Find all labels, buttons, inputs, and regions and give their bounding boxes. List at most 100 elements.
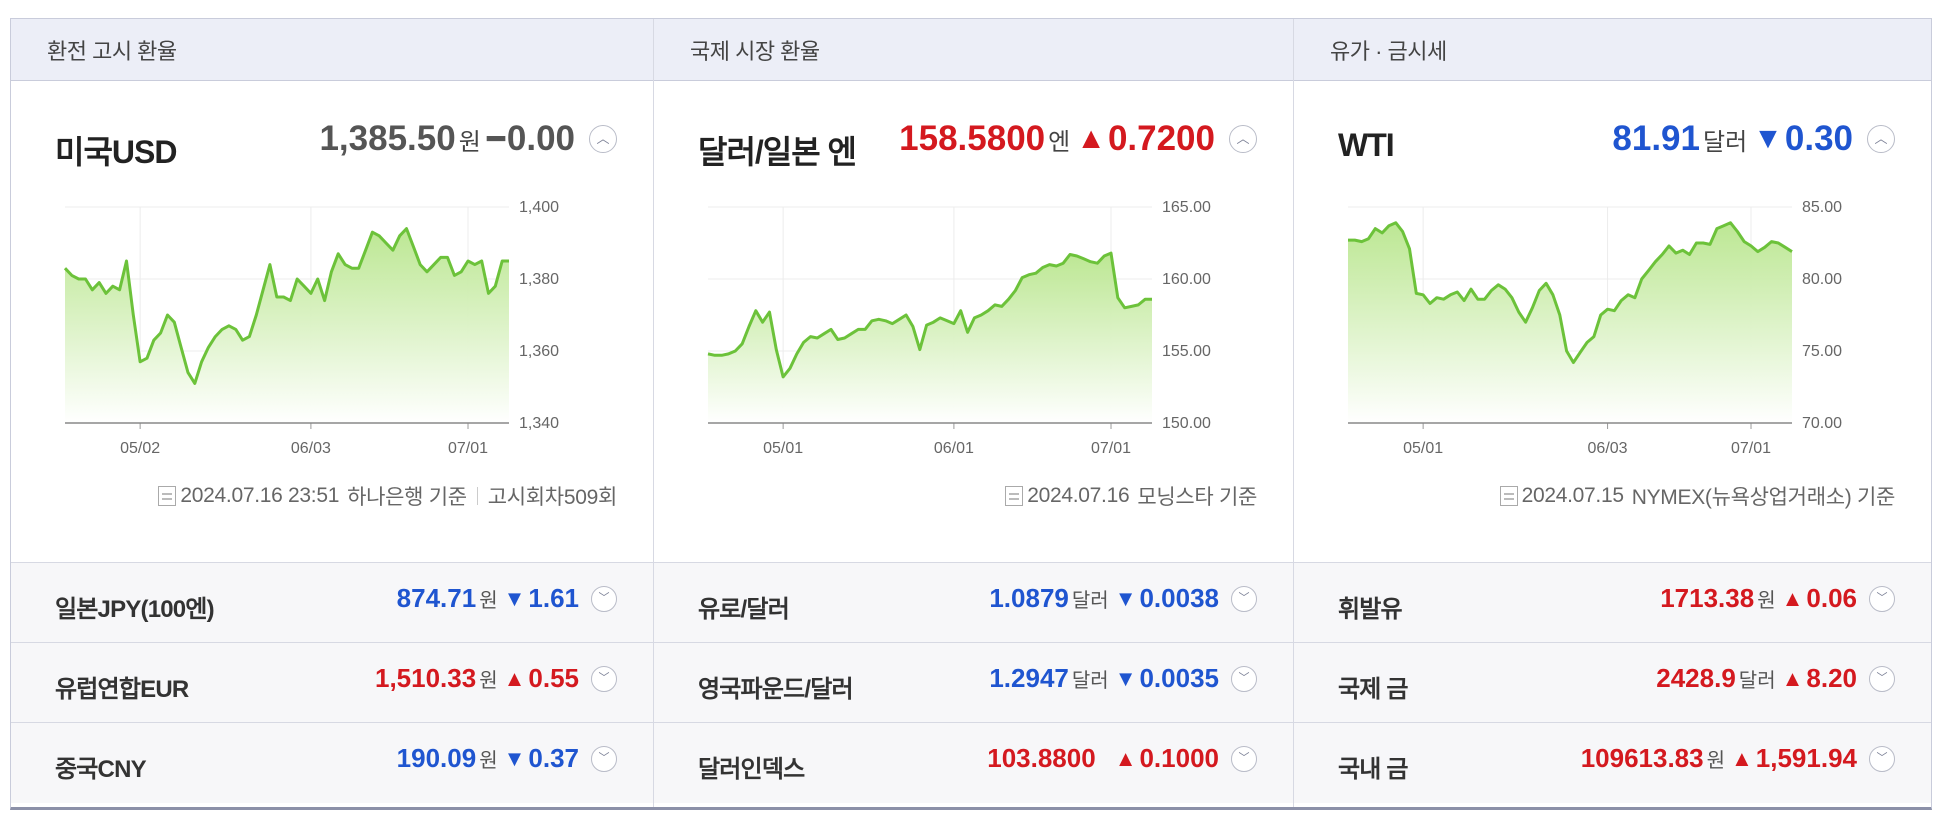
quote-row-value: 1,510.33 [374,663,477,693]
quote-row-value: 1713.38 [1660,583,1755,613]
main-quote-change: ━ 0.00 [487,119,575,159]
column-header[interactable]: 국제 시장 환율 [654,19,1293,81]
quote-row-name[interactable]: 유로/달러 [698,596,790,623]
quote-row[interactable]: 국제 금 2428.9 달러 ▲ 8.20 ﹀ [1294,643,1931,723]
chevron-down-icon[interactable]: ﹀ [1869,745,1895,772]
quote-row-change-value: 1,591.94 [1755,743,1857,773]
chevron-up-icon[interactable]: ︿ [589,125,617,153]
main-quote: 1,385.50 원 ━ 0.00 ︿ [319,119,617,159]
up-arrow-icon: ▲ [1781,665,1804,691]
quote-row-value: 109613.83 [1580,743,1704,773]
quote-row[interactable]: 달러인덱스 103.8800 ▲ 0.1000 ﹀ [654,723,1293,803]
main-quote-panel: 미국USD 1,385.50 원 ━ 0.00 ︿ 1,400 1,380 1,36… [11,81,653,563]
chevron-down-icon[interactable]: ﹀ [1869,665,1895,692]
quote-row[interactable]: 유로/달러 1.0879 달러 ▼ 0.0038 ﹀ [654,563,1293,643]
chart-svg: 85.00 80.00 75.00 70.00 05/01 06/03 07/01 [1348,199,1842,457]
quote-row[interactable]: 유럽연합EUR 1,510.33 원 ▲ 0.55 ﹀ [11,643,653,723]
x-tick-label: 07/01 [1731,440,1771,457]
x-tick-label: 06/03 [291,440,331,457]
quote-row-name[interactable]: 영국파운드/달러 [698,676,854,703]
quote-row-value: 2428.9 [1656,663,1736,693]
series-line [63,227,509,385]
series-line [1348,221,1793,364]
quote-row-change-value: 0.06 [1806,583,1857,613]
quote-row-change: ▼ 0.37 [504,743,579,774]
quote-row-name[interactable]: 국제 금 [1338,676,1409,703]
main-quote-name[interactable]: WTI [1338,127,1395,163]
flat-dash-icon: ━ [486,122,505,156]
wti-price-chart: 85.00 80.00 75.00 70.00 05/01 06/03 07/01 [1294,185,1931,457]
quote-row-quote: 103.8800 ▲ 0.1000 ﹀ [987,743,1257,774]
chevron-up-icon[interactable]: ︿ [1229,125,1257,153]
quote-row[interactable]: 중국CNY 190.09 원 ▼ 0.37 ﹀ [11,723,653,803]
chart-footer: 2024.07.16 모닝스타 기준 [1005,481,1257,511]
quote-row-change-value: 0.37 [528,743,579,773]
quote-row-value: 190.09 [396,743,477,773]
chevron-down-icon[interactable]: ﹀ [1231,745,1257,772]
main-quote-value: 81.91 [1612,119,1700,158]
quote-row-unit: 달러 [1071,590,1109,612]
main-quote-name[interactable]: 미국USD [55,134,177,170]
quote-row-quote: 1.2947 달러 ▼ 0.0035 ﹀ [989,663,1257,694]
up-arrow-icon: ▲ [503,665,526,691]
x-tick-label: 07/01 [1091,440,1131,457]
y-tick-label: 1,400 [519,199,559,216]
area-fill [708,253,1152,423]
quote-row-quote: 1,510.33 원 ▲ 0.55 ﹀ [375,663,617,694]
main-quote-value: 158.5800 [899,119,1046,158]
document-icon [158,486,177,506]
main-quote-change-value: 0.7200 [1107,119,1215,158]
chevron-down-icon[interactable]: ﹀ [1869,585,1895,612]
quote-row-change: ▼ 0.0038 [1115,583,1219,614]
chart-svg: 1,400 1,380 1,360 1,340 05/02 06/03 07/01 [63,199,559,457]
quote-row[interactable]: 영국파운드/달러 1.2947 달러 ▼ 0.0035 ﹀ [654,643,1293,723]
up-arrow-icon: ▲ [1781,585,1804,611]
footer-date: 2024.07.15 [1521,484,1624,507]
down-arrow-icon: ▼ [1753,122,1783,155]
quote-row-change: ▲ 1,591.94 [1731,743,1857,774]
y-tick-label: 1,360 [519,343,559,360]
column-header[interactable]: 환전 고시 환율 [11,19,653,81]
quote-row-unit: 원 [1706,750,1725,772]
y-tick-label: 150.00 [1162,415,1211,432]
quote-row-unit: 원 [479,750,498,772]
down-arrow-icon: ▼ [503,585,526,611]
quote-row-value: 1.2947 [989,663,1069,693]
usd-price-chart: 1,400 1,380 1,360 1,340 05/02 06/03 07/01 [11,185,653,457]
chevron-down-icon[interactable]: ﹀ [591,665,617,692]
area-fill [65,228,509,423]
chevron-down-icon[interactable]: ﹀ [1231,585,1257,612]
chevron-up-icon[interactable]: ︿ [1867,125,1895,153]
main-quote-unit: 엔 [1048,128,1071,156]
quote-row-name[interactable]: 달러인덱스 [698,756,805,783]
chart-footer: 2024.07.16 23:51 하나은행 기준 고시회차509회 [158,481,617,511]
area-fill [1348,222,1792,423]
quote-row[interactable]: 휘발유 1713.38 원 ▲ 0.06 ﹀ [1294,563,1931,643]
quote-row-name[interactable]: 중국CNY [55,756,147,783]
quote-row-change: ▼ 0.0035 [1115,663,1219,694]
chevron-down-icon[interactable]: ﹀ [1231,665,1257,692]
series-line [707,251,1152,379]
quote-row-quote: 2428.9 달러 ▲ 8.20 ﹀ [1656,663,1895,694]
quote-row-change-value: 0.0038 [1139,583,1219,613]
quote-row-name[interactable]: 휘발유 [1338,596,1403,623]
footer-extra: 고시회차509회 [487,486,618,509]
quote-row-name[interactable]: 유럽연합EUR [55,676,189,703]
chevron-down-icon[interactable]: ﹀ [591,745,617,772]
quote-row-unit: 달러 [1738,670,1776,692]
quote-row-value: 103.8800 [987,743,1096,773]
quote-row[interactable]: 일본JPY(100엔) 874.71 원 ▼ 1.61 ﹀ [11,563,653,643]
main-quote-name[interactable]: 달러/일본 엔 [698,134,857,170]
chevron-down-icon[interactable]: ﹀ [591,585,617,612]
main-quote-change: ▲ 0.7200 [1076,119,1215,159]
main-quote: 158.5800 엔 ▲ 0.7200 ︿ [899,119,1257,159]
x-tick-label: 05/01 [763,440,803,457]
up-arrow-icon: ▲ [1731,745,1753,771]
quote-row-value: 874.71 [396,583,477,613]
column-header[interactable]: 유가 · 금시세 [1294,19,1931,81]
quote-row-name[interactable]: 일본JPY(100엔) [55,596,215,623]
quote-row[interactable]: 국내 금 109613.83 원 ▲ 1,591.94 ﹀ [1294,723,1931,803]
quote-row-name[interactable]: 국내 금 [1338,756,1409,783]
footer-date: 2024.07.16 23:51 [180,484,340,507]
quote-row-quote: 109613.83 원 ▲ 1,591.94 ﹀ [1581,743,1895,774]
